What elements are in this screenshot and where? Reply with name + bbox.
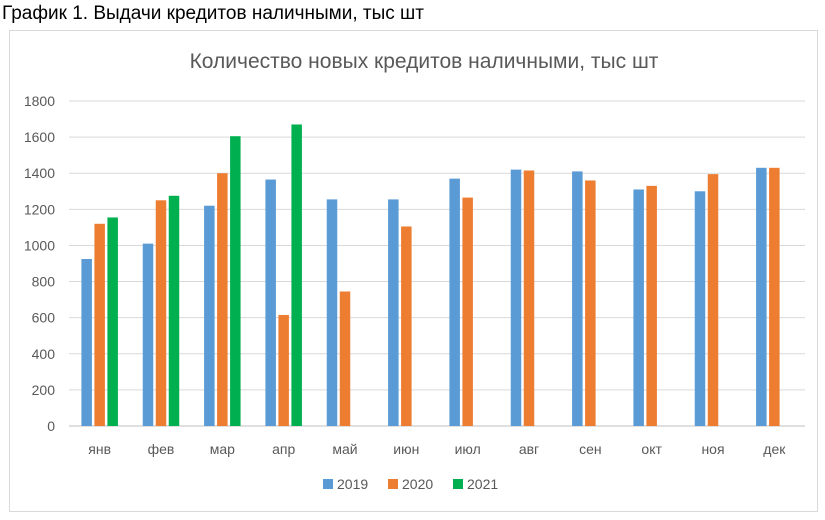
y-tick-label-600: 600 xyxy=(32,310,56,326)
legend-label-2021: 2021 xyxy=(467,476,498,492)
bar-2019-июн xyxy=(388,199,399,426)
x-tick-label-июн: июн xyxy=(393,441,419,457)
chart-caption: График 1. Выдачи кредитов наличными, тыс… xyxy=(2,3,424,24)
x-tick-label-дек: дек xyxy=(763,441,786,457)
bar-2020-фев xyxy=(155,200,167,426)
bar-2019-окт xyxy=(633,189,644,426)
bar-2020-апр xyxy=(278,314,289,426)
x-tick-label-фев: фев xyxy=(148,441,175,457)
x-tick-label-сен: сен xyxy=(579,441,602,457)
bar-2020-ноя xyxy=(707,174,719,426)
y-tick-label-1000: 1000 xyxy=(24,237,55,253)
bar-2019-авг xyxy=(510,169,522,426)
bar-2020-янв xyxy=(94,223,105,426)
y-tick-label-400: 400 xyxy=(32,346,56,362)
x-tick-label-май: май xyxy=(332,441,357,457)
y-tick-label-1200: 1200 xyxy=(24,201,55,217)
y-tick-label-1800: 1800 xyxy=(24,93,55,109)
bar-2020-июн xyxy=(401,226,412,426)
bar-2019-янв xyxy=(81,258,92,426)
legend-swatch-2021 xyxy=(453,479,463,489)
bar-2019-мар xyxy=(204,205,215,426)
bar-2020-июл xyxy=(462,197,473,426)
legend-label-2020: 2020 xyxy=(402,476,433,492)
bar-2019-апр xyxy=(265,179,276,426)
bar-2019-ноя xyxy=(694,191,706,426)
x-tick-label-янв: янв xyxy=(88,441,111,457)
x-tick-label-ноя: ноя xyxy=(701,441,724,457)
bar-2019-дек xyxy=(756,167,767,427)
bar-2020-мар xyxy=(217,173,228,426)
y-tick-label-0: 0 xyxy=(47,418,55,434)
bar-2019-фев xyxy=(142,243,154,426)
bar-2021-апр xyxy=(291,124,302,426)
bar-2019-май xyxy=(326,199,338,426)
y-tick-label-200: 200 xyxy=(32,382,56,398)
bar-2019-июл xyxy=(449,178,460,426)
legend-swatch-2020 xyxy=(388,479,398,489)
bar-2019-сен xyxy=(572,171,583,426)
bar-2020-май xyxy=(339,291,351,426)
x-tick-label-июл: июл xyxy=(455,441,481,457)
y-tick-label-1600: 1600 xyxy=(24,129,55,145)
x-tick-label-апр: апр xyxy=(272,441,295,457)
x-tick-label-мар: мар xyxy=(210,441,235,457)
x-tick-label-окт: окт xyxy=(641,441,662,457)
bar-2020-дек xyxy=(769,167,780,427)
chart-frame: Количество новых кредитов наличными, тыс… xyxy=(9,30,818,512)
bar-2021-фев xyxy=(168,195,180,426)
bar-2020-авг xyxy=(523,170,535,426)
y-tick-label-1400: 1400 xyxy=(24,165,55,181)
bar-2021-мар xyxy=(230,136,241,426)
bar-chart: Количество новых кредитов наличными, тыс… xyxy=(24,50,805,492)
legend-label-2019: 2019 xyxy=(337,476,368,492)
bar-2021-янв xyxy=(107,217,118,426)
bar-2020-окт xyxy=(646,185,657,426)
y-tick-label-800: 800 xyxy=(32,274,56,290)
legend-swatch-2019 xyxy=(323,479,333,489)
bar-2020-сен xyxy=(585,180,596,426)
x-tick-label-авг: авг xyxy=(519,441,539,457)
chart-title: Количество новых кредитов наличными, тыс… xyxy=(190,50,659,73)
